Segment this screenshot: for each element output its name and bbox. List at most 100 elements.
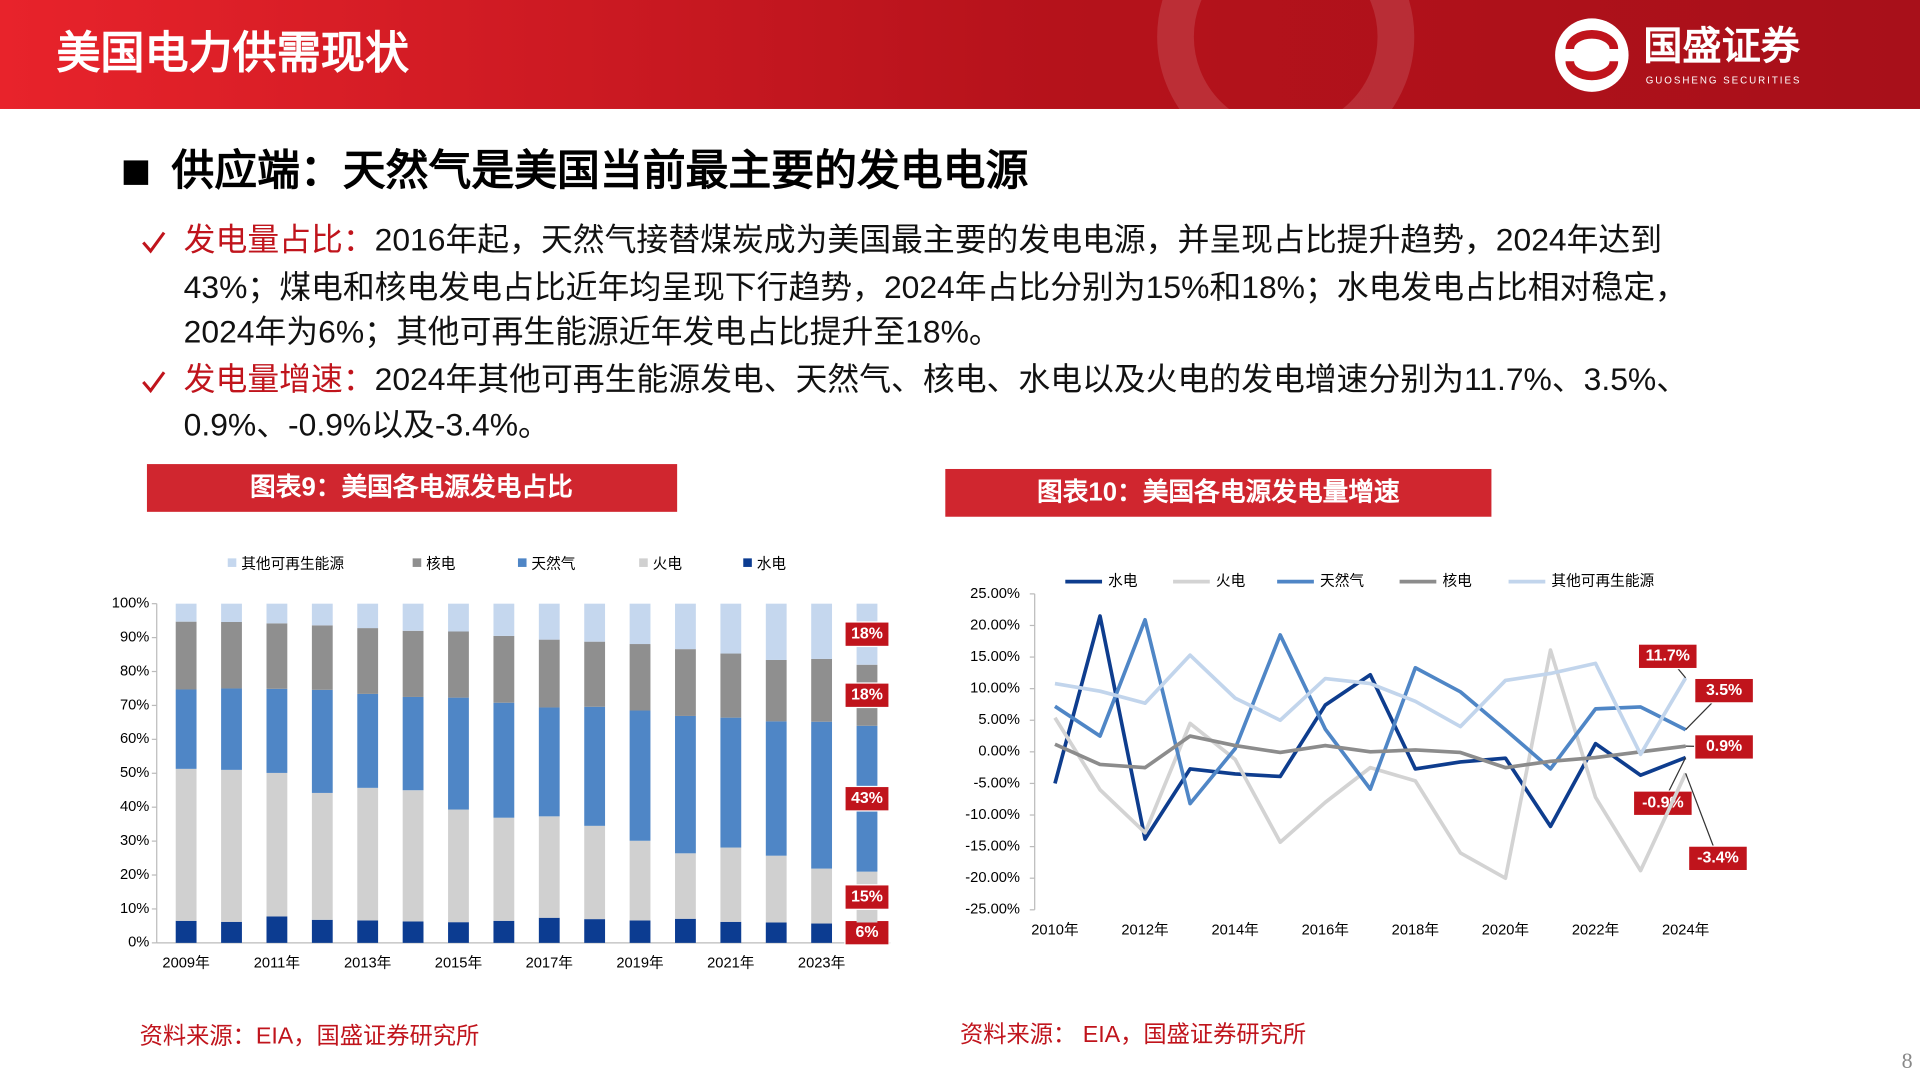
y-tick-label: 10.00% [970,681,1020,697]
y-tick-label: -20.00% [965,870,1020,886]
bar-segment [720,921,742,943]
y-tick-label: -25.00% [965,902,1020,918]
bar-segment [720,717,742,848]
logo: 国盛证券 GUOSHENG SECURITIES [1555,18,1802,92]
data-label: 18% [851,625,883,642]
page-number: 8 [1902,1048,1913,1073]
bar-segment [175,603,197,622]
data-label: 43% [851,790,883,807]
y-tick-label: 50% [120,765,149,781]
bullet-label: 发电量增速： [184,361,375,397]
bar-segment [402,921,424,943]
bar-segment [720,653,742,718]
bullet-text: 43%；煤电和核电发电占比近年均呈现下行趋势，2024年占比分别为15%和18%… [184,270,1687,306]
bar-segment [538,603,560,640]
line-series [1053,614,1687,841]
bar-segment [448,631,469,698]
bar-segment [175,920,197,943]
bar-segment [448,922,469,943]
legend-label: 核电 [1442,573,1472,590]
data-label-box [844,785,890,812]
data-label: 0.9% [1706,738,1742,755]
data-label-box [1694,734,1755,760]
heading: 供应端：天然气是美国当前最主要的发电电源 [171,147,1028,195]
logo-subtitle: GUOSHENG SECURITIES [1646,75,1802,86]
bar-segment [811,603,833,659]
header-decor [1157,0,1415,166]
y-tick-label: 90% [120,629,149,645]
legend-label: 水电 [1108,573,1138,590]
y-tick-label: 80% [120,663,149,679]
x-tick-label: 2024年 [1662,921,1710,938]
bar-segment [311,603,333,626]
bar-segment [584,706,606,826]
y-tick-label: 100% [112,596,150,612]
bar-segment [175,768,197,921]
bar-segment [448,603,469,632]
line-series [1053,648,1688,881]
x-tick-label: 2013年 [344,955,392,972]
legend-label: 天然气 [1320,573,1364,590]
line-series [1053,617,1687,806]
x-tick-label: 2016年 [1302,921,1350,938]
bar-segment [493,920,515,943]
data-label-box [1687,845,1748,872]
heading-marker [123,160,149,185]
bullet-line: 2024年为6%；其他可再生能源近年发电占比提升至18%。 [184,314,1001,350]
y-tick-label: 30% [120,833,149,849]
source: 资料来源： EIA，国盛证券研究所 [960,1021,1306,1047]
bar-segment [675,853,696,919]
bar-segment [266,603,288,624]
bar-segment [311,792,333,920]
logo-icon-mark [1565,30,1619,81]
line-series [1054,734,1686,770]
bar-segment [538,707,560,817]
x-tick-label: 2018年 [1392,921,1440,938]
bar-segment [357,603,379,629]
bullet-text: 2024年为6%；其他可再生能源近年发电占比提升至18%。 [184,314,1001,350]
bullet-line: 发电量增速：2024年其他可再生能源发电、天然气、核电、水电以及火电的发电增速分… [184,361,1688,397]
legend-label: 核电 [426,555,456,572]
data-label: -3.4% [1697,850,1739,867]
bar-segment [493,603,515,636]
x-tick-label: 2012年 [1121,921,1169,938]
legend-label: 天然气 [531,555,575,572]
bar-segment [765,659,787,722]
y-tick-label: 25.00% [970,586,1020,602]
bullet-line: 43%；煤电和核电发电占比近年均呈现下行趋势，2024年占比分别为15%和18%… [184,270,1687,306]
data-label: -0.9% [1642,794,1684,811]
legend-swatch [412,558,422,567]
chart-title-box [945,468,1492,517]
x-tick-label: 2019年 [616,955,664,972]
bar-segment [221,921,242,943]
bar-segment [584,825,606,920]
bar-segment [311,625,333,690]
source: 资料来源：EIA，国盛证券研究所 [140,1022,480,1048]
bar-segment [811,721,833,869]
x-tick-label: 2010年 [1031,921,1079,938]
data-label-box [1694,677,1755,704]
bar-segment [266,772,288,917]
y-tick-label: 0.00% [978,744,1020,760]
legend-swatch [517,558,527,567]
bar-segment [584,641,606,707]
bar-segment [675,918,696,943]
data-label: 18% [851,686,883,703]
check-icon [142,371,166,394]
bar-segment [266,916,288,943]
bar-segment [311,689,333,793]
data-label-box [1632,790,1693,817]
bar-segment [720,603,742,654]
bar-segment [811,923,833,943]
legend-swatch [743,558,752,567]
data-label-box [1637,643,1698,670]
y-tick-label: -5.00% [973,775,1020,791]
data-label: 15% [851,888,883,905]
bar-segment [448,809,469,923]
bar-segment [402,790,424,922]
label-leader [1685,773,1719,859]
x-tick-label: 2014年 [1211,921,1259,938]
chart: 0% 10% 20% 30% 40% 50% 60% 70% 80% 90% 100% 2009年 20… [112,555,891,972]
x-tick-label: 2023年 [798,955,846,972]
bar-segment [584,603,606,642]
